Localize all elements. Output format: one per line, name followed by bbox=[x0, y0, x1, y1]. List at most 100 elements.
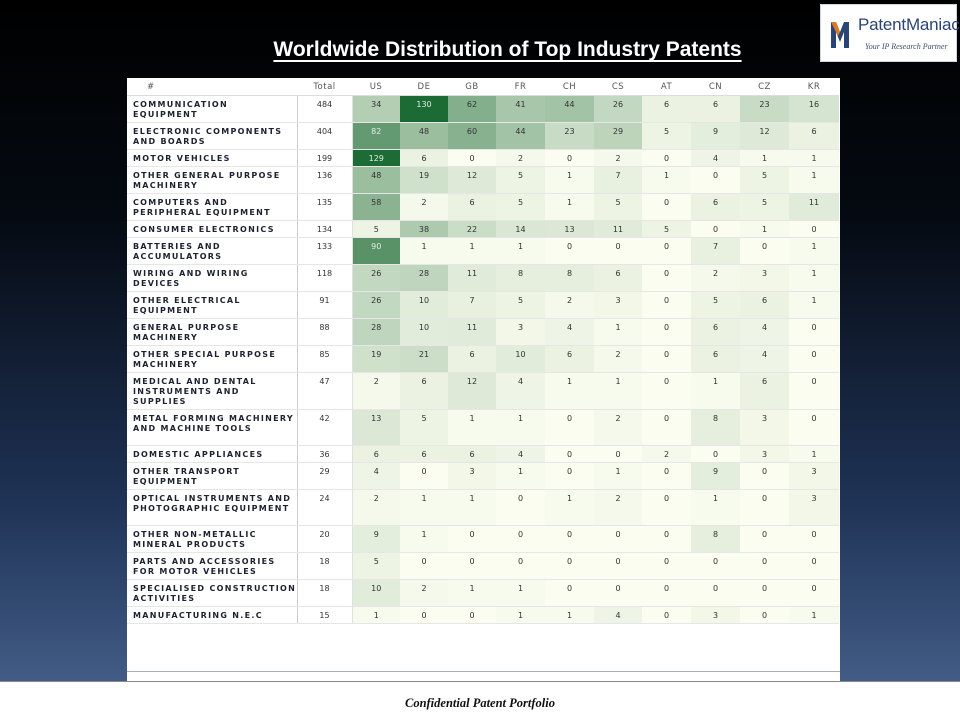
total-cell: 88 bbox=[297, 319, 352, 346]
heatmap-cell: 0 bbox=[740, 553, 789, 580]
table-row: OTHER ELECTRICAL EQUIPMENT91261075230561 bbox=[127, 292, 839, 319]
heatmap-cell: 4 bbox=[352, 463, 400, 490]
table-row: MOTOR VEHICLES199129602020411 bbox=[127, 150, 839, 167]
heatmap-cell: 0 bbox=[545, 526, 594, 553]
table-header-row: # Total USDEGBFRCHCSATCNCZKR bbox=[127, 78, 839, 96]
table-row: OTHER TRANSPORT EQUIPMENT294031010903 bbox=[127, 463, 839, 490]
heatmap-cell: 13 bbox=[352, 410, 400, 446]
heatmap-cell: 2 bbox=[642, 446, 691, 463]
heatmap-cell: 0 bbox=[642, 150, 691, 167]
heatmap-cell: 0 bbox=[642, 292, 691, 319]
heatmap-cell: 0 bbox=[740, 490, 789, 526]
heatmap-cell: 9 bbox=[352, 526, 400, 553]
total-cell: 404 bbox=[297, 123, 352, 150]
heatmap-cell: 6 bbox=[691, 96, 740, 123]
logo-tagline: Your IP Research Partner bbox=[865, 42, 948, 51]
heatmap-cell: 0 bbox=[642, 319, 691, 346]
heatmap-cell: 12 bbox=[448, 167, 496, 194]
heatmap-cell: 23 bbox=[740, 96, 789, 123]
heatmap-cell: 0 bbox=[545, 463, 594, 490]
heatmap-cell: 58 bbox=[352, 194, 400, 221]
heatmap-cell: 90 bbox=[352, 238, 400, 265]
heatmap-cell: 0 bbox=[789, 580, 839, 607]
heatmap-cell: 4 bbox=[496, 373, 545, 410]
heatmap-cell: 1 bbox=[448, 490, 496, 526]
table-row: COMPUTERS AND PERIPHERAL EQUIPMENT135582… bbox=[127, 194, 839, 221]
heatmap-cell: 0 bbox=[496, 526, 545, 553]
industry-label: OTHER GENERAL PURPOSE MACHINERY bbox=[127, 167, 297, 194]
heatmap-cell: 0 bbox=[642, 373, 691, 410]
heatmap-cell: 9 bbox=[691, 123, 740, 150]
heatmap-cell: 0 bbox=[789, 526, 839, 553]
heatmap-cell: 2 bbox=[496, 150, 545, 167]
footer-bar: Confidential Patent Portfolio bbox=[0, 681, 960, 721]
total-cell: 24 bbox=[297, 490, 352, 526]
industry-label: OTHER TRANSPORT EQUIPMENT bbox=[127, 463, 297, 490]
heatmap-cell: 8 bbox=[691, 526, 740, 553]
heatmap-cell: 14 bbox=[496, 221, 545, 238]
heatmap-cell: 6 bbox=[448, 346, 496, 373]
column-header: CS bbox=[594, 78, 642, 96]
heatmap-cell: 8 bbox=[545, 265, 594, 292]
heatmap-cell: 19 bbox=[400, 167, 448, 194]
heatmap-cell: 0 bbox=[594, 580, 642, 607]
heatmap-cell: 22 bbox=[448, 221, 496, 238]
heatmap-cell: 8 bbox=[691, 410, 740, 446]
heatmap-cell: 4 bbox=[594, 607, 642, 624]
column-header: US bbox=[352, 78, 400, 96]
heatmap-cell: 11 bbox=[448, 319, 496, 346]
industry-label: DOMESTIC APPLIANCES bbox=[127, 446, 297, 463]
total-cell: 42 bbox=[297, 410, 352, 446]
heatmap-cell: 16 bbox=[789, 96, 839, 123]
heatmap-cell: 1 bbox=[545, 167, 594, 194]
heatmap-cell: 3 bbox=[740, 410, 789, 446]
table-row: WIRING AND WIRING DEVICES118262811886023… bbox=[127, 265, 839, 292]
heatmap-cell: 1 bbox=[496, 410, 545, 446]
industry-label: MOTOR VEHICLES bbox=[127, 150, 297, 167]
heatmap-cell: 0 bbox=[789, 373, 839, 410]
heatmap-cell: 1 bbox=[496, 238, 545, 265]
heatmap-cell: 3 bbox=[691, 607, 740, 624]
table-row: OTHER NON-METALLIC MINERAL PRODUCTS20910… bbox=[127, 526, 839, 553]
industry-label: MEDICAL AND DENTAL INSTRUMENTS AND SUPPL… bbox=[127, 373, 297, 410]
heatmap-cell: 3 bbox=[789, 490, 839, 526]
column-header: GB bbox=[448, 78, 496, 96]
table-row: PARTS AND ACCESSORIES FOR MOTOR VEHICLES… bbox=[127, 553, 839, 580]
industry-label: OPTICAL INSTRUMENTS AND PHOTOGRAPHIC EQU… bbox=[127, 490, 297, 526]
heatmap-cell: 1 bbox=[789, 167, 839, 194]
heatmap-cell: 6 bbox=[400, 446, 448, 463]
industry-label: MANUFACTURING N.E.C bbox=[127, 607, 297, 624]
heatmap-cell: 1 bbox=[448, 238, 496, 265]
heatmap-cell: 4 bbox=[545, 319, 594, 346]
heatmap-cell: 1 bbox=[691, 373, 740, 410]
heatmap-cell: 0 bbox=[740, 607, 789, 624]
heatmap-cell: 2 bbox=[545, 292, 594, 319]
heatmap-cell: 0 bbox=[642, 526, 691, 553]
heatmap-cell: 6 bbox=[448, 194, 496, 221]
total-cell: 91 bbox=[297, 292, 352, 319]
heatmap-cell: 11 bbox=[448, 265, 496, 292]
heatmap-cell: 5 bbox=[691, 292, 740, 319]
heatmap-cell: 3 bbox=[594, 292, 642, 319]
column-header: CZ bbox=[740, 78, 789, 96]
heatmap-cell: 38 bbox=[400, 221, 448, 238]
heatmap-cell: 0 bbox=[496, 490, 545, 526]
heatmap-cell: 34 bbox=[352, 96, 400, 123]
heatmap-cell: 26 bbox=[352, 292, 400, 319]
page-title: Worldwide Distribution of Top Industry P… bbox=[0, 38, 960, 62]
heatmap-cell: 0 bbox=[789, 221, 839, 238]
heatmap-cell: 1 bbox=[789, 265, 839, 292]
heatmap-cell: 1 bbox=[740, 150, 789, 167]
footer-text: Confidential Patent Portfolio bbox=[0, 696, 960, 711]
heatmap-cell: 1 bbox=[594, 319, 642, 346]
table-row: DOMESTIC APPLIANCES366664002031 bbox=[127, 446, 839, 463]
heatmap-cell: 5 bbox=[496, 292, 545, 319]
heatmap-cell: 5 bbox=[496, 167, 545, 194]
heatmap-cell: 0 bbox=[789, 410, 839, 446]
industry-label: BATTERIES AND ACCUMULATORS bbox=[127, 238, 297, 265]
heatmap-cell: 5 bbox=[352, 553, 400, 580]
column-header: DE bbox=[400, 78, 448, 96]
heatmap-cell: 9 bbox=[691, 463, 740, 490]
total-cell: 135 bbox=[297, 194, 352, 221]
heatmap-cell: 6 bbox=[740, 373, 789, 410]
